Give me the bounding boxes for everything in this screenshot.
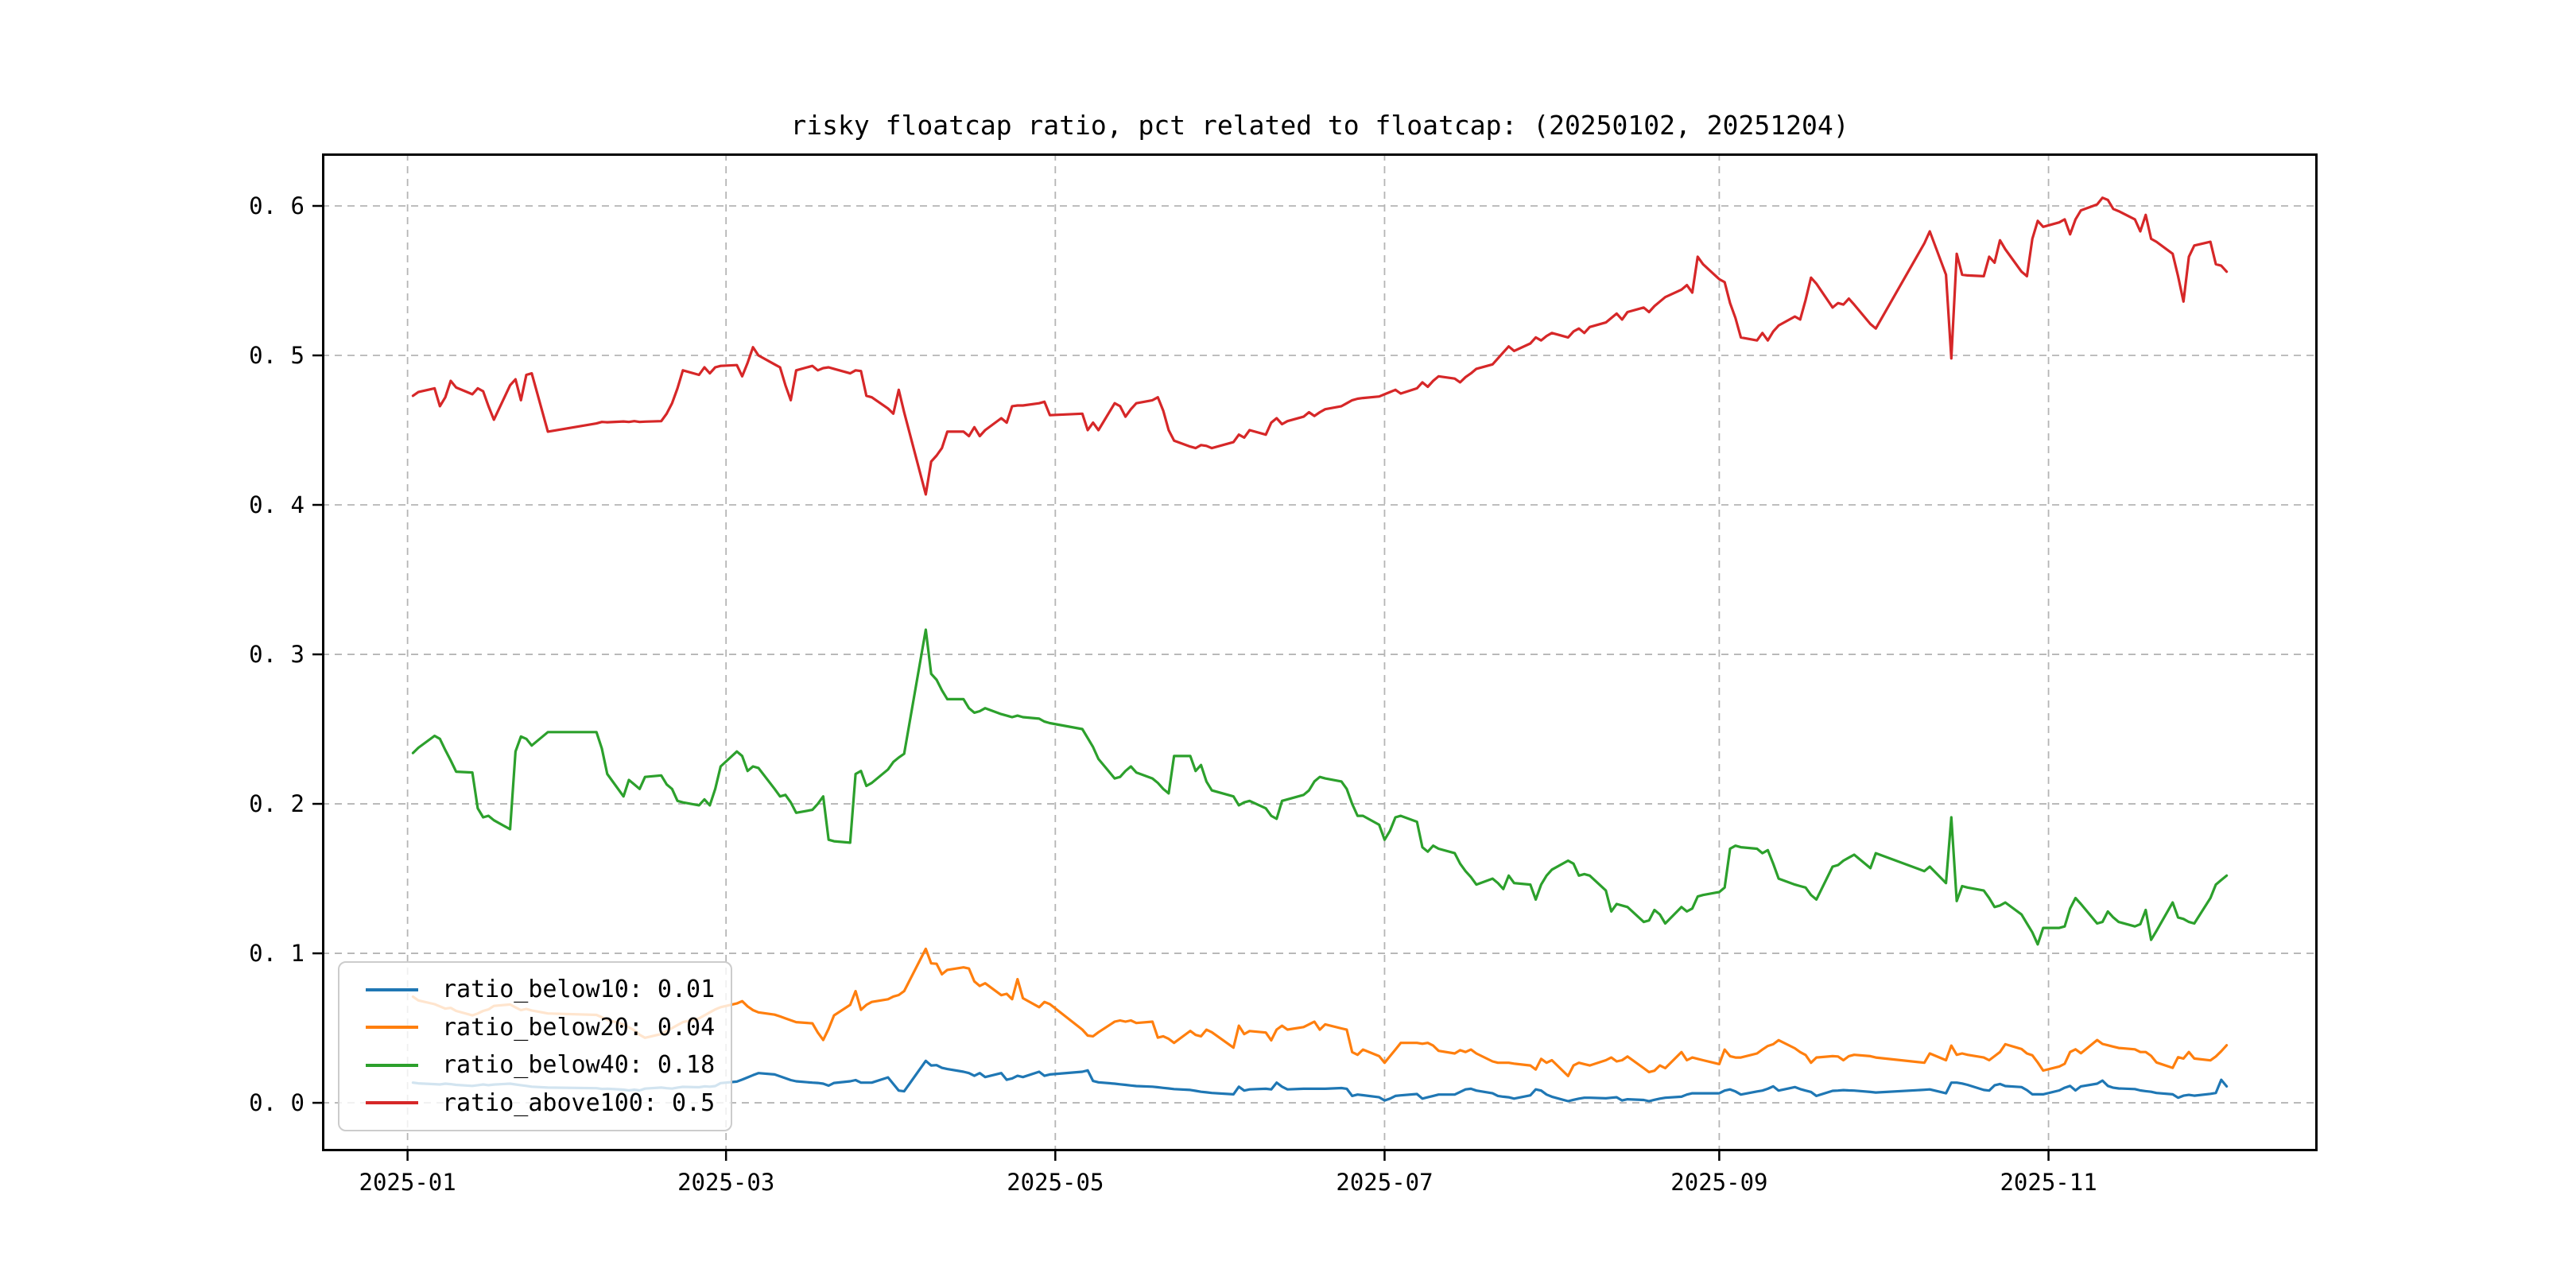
x-tick-label: 2025-01 bbox=[359, 1169, 456, 1196]
line-ratio_above100 bbox=[411, 196, 2229, 496]
y-tick-label: 0. 5 bbox=[249, 342, 305, 369]
legend-line-swatch-blue bbox=[366, 987, 418, 991]
legend: ratio_below10: 0.01 ratio_below20: 0.04 … bbox=[338, 961, 732, 1131]
y-tick-label: 0. 2 bbox=[249, 790, 305, 818]
legend-item: ratio_below40: 0.18 bbox=[339, 1048, 731, 1083]
legend-label: ratio_below40: 0.18 bbox=[442, 1051, 716, 1080]
plot-area bbox=[312, 153, 2318, 1161]
x-tick-label: 2025-03 bbox=[677, 1169, 775, 1196]
y-tick-label: 0. 4 bbox=[249, 491, 305, 519]
y-tick-label: 0. 1 bbox=[249, 940, 305, 968]
x-tick-label: 2025-11 bbox=[2000, 1169, 2097, 1196]
x-tick-label: 2025-05 bbox=[1007, 1169, 1104, 1196]
legend-line-swatch-red bbox=[366, 1101, 418, 1105]
legend-label: ratio_above100: 0.5 bbox=[442, 1088, 716, 1117]
legend-item: ratio_above100: 0.5 bbox=[339, 1085, 731, 1120]
line-ratio_below40 bbox=[411, 628, 2229, 946]
line-ratio_below20 bbox=[411, 947, 2229, 1078]
legend-item: ratio_below10: 0.01 bbox=[339, 972, 731, 1007]
axes-border bbox=[322, 153, 2318, 1151]
x-tick-label: 2025-07 bbox=[1336, 1169, 1433, 1196]
legend-line-swatch-green bbox=[366, 1063, 418, 1067]
chart-title: risky floatcap ratio, pct related to flo… bbox=[790, 110, 1849, 141]
line-ratio_below10 bbox=[411, 1059, 2229, 1103]
y-tick-label: 0. 6 bbox=[249, 192, 305, 219]
legend-label: ratio_below10: 0.01 bbox=[442, 976, 716, 1004]
legend-line-swatch-orange bbox=[366, 1026, 418, 1030]
legend-label: ratio_below20: 0.04 bbox=[442, 1013, 716, 1042]
y-tick-label: 0. 0 bbox=[249, 1089, 305, 1117]
x-tick-label: 2025-09 bbox=[1670, 1169, 1768, 1196]
y-tick-label: 0. 3 bbox=[249, 641, 305, 669]
legend-item: ratio_below20: 0.04 bbox=[339, 1010, 731, 1045]
